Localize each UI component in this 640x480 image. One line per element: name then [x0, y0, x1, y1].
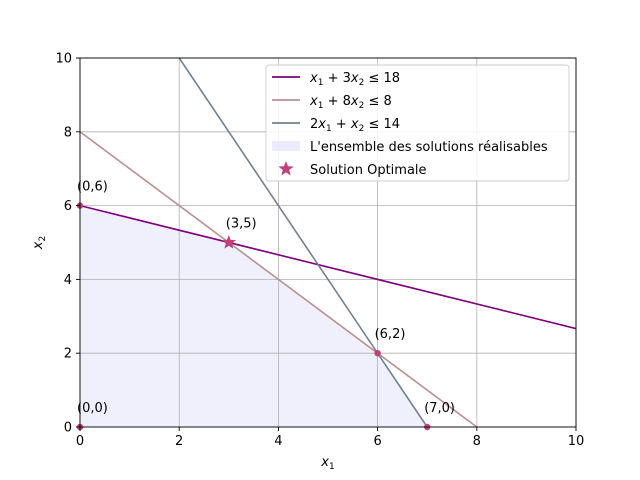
y-axis: 0 2 4 6 8 10 x2​ [31, 52, 80, 436]
plot-area: (0,0) (0,6) (3,5) (6,2) (7,0) [76, 57, 577, 431]
legend-box [265, 64, 570, 182]
constraint-lines [80, 58, 576, 427]
constraint-line-3 [178, 58, 428, 427]
legend-label: 2x1​ + x2​ ≤ 14 [310, 117, 400, 134]
vertex-label: (0,6) [77, 180, 108, 195]
x-tick-label: 10 [568, 434, 585, 449]
vertex-label: (3,5) [226, 217, 257, 232]
x-tick-label: 0 [76, 434, 84, 449]
legend-item: Solution Optimale [278, 161, 427, 178]
constraint-line-1 [80, 204, 576, 330]
y-tick-label: 8 [64, 125, 72, 140]
optimal-solution-star [221, 235, 236, 249]
legend-label: x1​ + 3x2​ ≤ 18 [309, 71, 400, 88]
legend: x1​ + 3x2​ ≤ 18 x1​ + 8x2​ ≤ 8 2x1​ + x2​ … [265, 64, 570, 182]
plot-frame [79, 57, 577, 428]
y-axis-label: x2​ [31, 236, 48, 250]
constraint-line-2 [80, 131, 478, 427]
legend-star-icon [278, 161, 294, 176]
legend-item: L'ensemble des solutions réalisables [272, 140, 548, 155]
legend-item: x1​ + 8x2​ ≤ 8 [272, 94, 392, 111]
y-tick-label: 2 [64, 347, 72, 362]
legend-patch-swatch [272, 141, 300, 151]
x-axis-label: x1​ [320, 455, 334, 472]
y-tick-label: 4 [64, 273, 72, 288]
x-tick-label: 8 [473, 434, 481, 449]
legend-label: x1​ + 8x2​ ≤ 8 [309, 94, 392, 111]
y-tick-label: 0 [64, 421, 72, 436]
x-axis: 0 2 4 6 8 10 x1​ [76, 427, 584, 472]
vertex-label: (6,2) [375, 327, 406, 342]
legend-label: Solution Optimale [310, 163, 427, 178]
feasible-region [80, 205, 428, 427]
legend-item: 2x1​ + x2​ ≤ 14 [272, 117, 400, 134]
legend-item: x1​ + 3x2​ ≤ 18 [272, 71, 400, 88]
x-tick-label: 4 [274, 434, 282, 449]
vertex-label: (0,0) [77, 401, 108, 416]
vertex-point [374, 350, 381, 357]
y-tick-label: 6 [64, 199, 72, 214]
vertex-label: (7,0) [424, 401, 455, 416]
x-tick-label: 2 [175, 434, 183, 449]
x-tick-label: 6 [373, 434, 381, 449]
legend-label: L'ensemble des solutions réalisables [310, 140, 548, 155]
y-tick-label: 10 [55, 52, 72, 67]
